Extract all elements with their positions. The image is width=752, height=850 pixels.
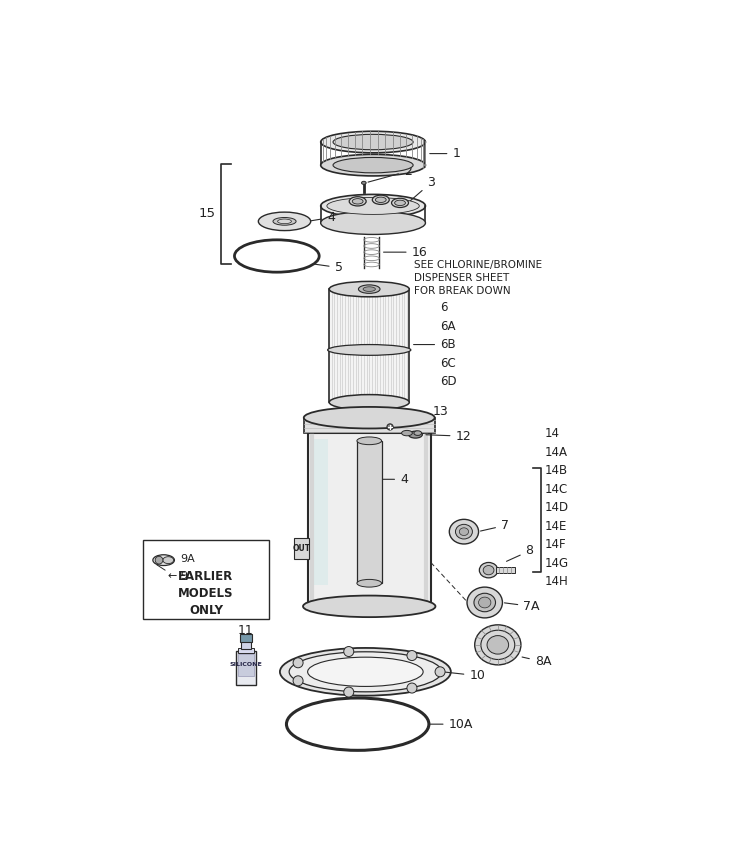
Text: 11: 11	[238, 625, 254, 638]
Ellipse shape	[459, 528, 468, 536]
Text: 7A: 7A	[505, 600, 540, 613]
Text: 2: 2	[368, 165, 412, 182]
Ellipse shape	[357, 580, 381, 587]
Text: 8A: 8A	[522, 655, 551, 668]
Circle shape	[293, 676, 303, 686]
Text: 8: 8	[507, 544, 533, 561]
Ellipse shape	[402, 430, 412, 436]
Bar	[236, 651, 256, 685]
Ellipse shape	[395, 201, 405, 206]
Ellipse shape	[329, 281, 409, 297]
Text: 4: 4	[366, 473, 408, 486]
Text: ← 9: ← 9	[168, 570, 188, 581]
Text: SILICONE: SILICONE	[229, 662, 262, 667]
Circle shape	[435, 666, 445, 677]
Ellipse shape	[327, 197, 420, 214]
Ellipse shape	[487, 636, 508, 654]
Text: 10A: 10A	[429, 717, 473, 731]
Circle shape	[155, 556, 163, 564]
Ellipse shape	[414, 431, 422, 435]
Text: 5: 5	[314, 261, 343, 274]
Bar	[241, 640, 250, 649]
Text: 9A: 9A	[180, 553, 196, 564]
Ellipse shape	[304, 407, 435, 428]
Ellipse shape	[456, 524, 472, 539]
Ellipse shape	[392, 198, 408, 207]
Bar	[329, 289, 409, 402]
Ellipse shape	[357, 437, 381, 445]
Ellipse shape	[333, 134, 413, 150]
Circle shape	[293, 658, 303, 668]
Ellipse shape	[363, 286, 375, 292]
Text: 3: 3	[408, 176, 435, 202]
Ellipse shape	[320, 131, 426, 153]
Ellipse shape	[328, 344, 411, 355]
Ellipse shape	[375, 197, 387, 202]
Bar	[238, 648, 253, 653]
Ellipse shape	[372, 196, 390, 204]
Bar	[357, 441, 381, 583]
Text: 6
6A
6B
6C
6D: 6 6A 6B 6C 6D	[414, 301, 456, 388]
Ellipse shape	[303, 596, 435, 617]
Bar	[314, 439, 328, 585]
Bar	[496, 567, 515, 573]
Ellipse shape	[163, 557, 174, 564]
Ellipse shape	[153, 555, 174, 565]
Ellipse shape	[280, 648, 451, 695]
Text: 10: 10	[445, 669, 485, 683]
Ellipse shape	[349, 196, 366, 206]
Text: 15: 15	[199, 207, 216, 220]
Ellipse shape	[362, 181, 366, 184]
Ellipse shape	[467, 587, 502, 618]
Text: OUT: OUT	[293, 544, 311, 553]
Ellipse shape	[478, 597, 491, 608]
Bar	[240, 634, 252, 642]
Text: 13: 13	[396, 405, 448, 424]
Ellipse shape	[329, 394, 409, 410]
Bar	[238, 654, 254, 676]
Ellipse shape	[320, 195, 426, 218]
Text: 14
14A
14B
14C
14D
14E
14F
14G
14H: 14 14A 14B 14C 14D 14E 14F 14G 14H	[544, 428, 569, 588]
Text: 16: 16	[384, 246, 427, 258]
Text: 1: 1	[429, 147, 460, 160]
Circle shape	[344, 647, 353, 656]
Ellipse shape	[352, 199, 363, 204]
Ellipse shape	[290, 652, 441, 692]
Ellipse shape	[308, 657, 423, 687]
Text: EARLIER
MODELS
ONLY: EARLIER MODELS ONLY	[178, 570, 234, 617]
Text: 4: 4	[311, 211, 335, 224]
Circle shape	[344, 687, 353, 697]
Ellipse shape	[474, 593, 496, 612]
Circle shape	[387, 424, 393, 430]
Bar	[294, 538, 309, 559]
Ellipse shape	[449, 519, 478, 544]
Circle shape	[407, 683, 417, 693]
Ellipse shape	[273, 218, 296, 225]
Ellipse shape	[359, 285, 380, 293]
Ellipse shape	[479, 563, 498, 578]
Ellipse shape	[320, 212, 426, 235]
Ellipse shape	[475, 625, 521, 665]
Text: 7: 7	[481, 519, 509, 532]
Ellipse shape	[277, 219, 292, 224]
Ellipse shape	[320, 155, 426, 176]
Bar	[308, 434, 431, 606]
Text: 12: 12	[426, 430, 472, 443]
Ellipse shape	[333, 157, 413, 173]
Ellipse shape	[259, 212, 311, 230]
Circle shape	[407, 650, 417, 660]
Text: SEE CHLORINE/BROMINE
DISPENSER SHEET
FOR BREAK DOWN: SEE CHLORINE/BROMINE DISPENSER SHEET FOR…	[414, 260, 542, 297]
Ellipse shape	[408, 431, 423, 438]
Bar	[304, 417, 435, 434]
Ellipse shape	[484, 565, 494, 575]
